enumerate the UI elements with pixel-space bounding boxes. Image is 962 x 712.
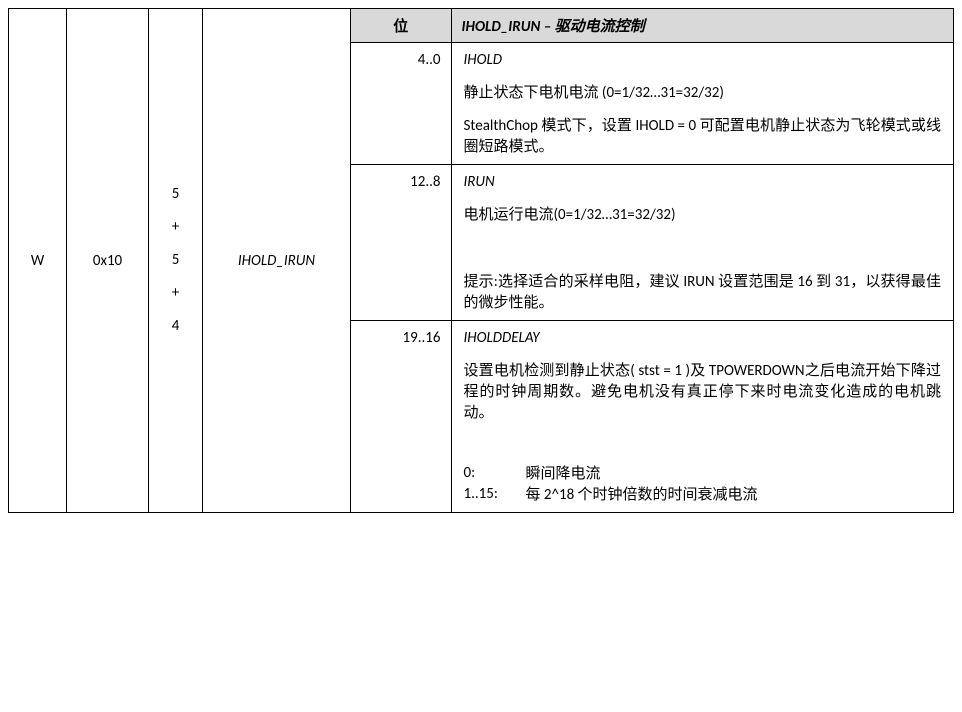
width-stack: 5 + 5 + 4 (149, 174, 202, 347)
register-table: W 0x10 5 + 5 + 4 IHOLD_IRUN 位 IHOLD_IRUN… (8, 8, 954, 513)
bit-header: 位 (351, 9, 451, 43)
width-line: 5 (149, 244, 202, 277)
cell-width: 5 + 5 + 4 (149, 9, 203, 513)
field-row: 12..8 IRUN 电机运行电流(0=1/32…31=32/32) 提示:选择… (351, 165, 953, 321)
field-bits: 19..16 (351, 321, 451, 513)
field-name: IHOLDDELAY (464, 329, 942, 347)
kv-key: 1..15: (464, 483, 526, 504)
field-desc: IHOLD 静止状态下电机电流 (0=1/32…31=32/32) Stealt… (451, 43, 953, 165)
width-line: 4 (149, 310, 202, 343)
field-desc: IRUN 电机运行电流(0=1/32…31=32/32) 提示:选择适合的采样电… (451, 165, 953, 321)
field-paragraph: StealthChop 模式下，设置 IHOLD = 0 可配置电机静止状态为飞… (464, 114, 942, 156)
field-paragraph: 设置电机检测到静止状态( stst = 1 )及 TPOWERDOWN之后电流开… (464, 359, 942, 422)
field-paragraph: 静止状态下电机电流 (0=1/32…31=32/32) (464, 81, 942, 102)
field-desc: IHOLDDELAY 设置电机检测到静止状态( stst = 1 )及 TPOW… (451, 321, 953, 513)
width-line: 5 (149, 178, 202, 211)
field-row: 19..16 IHOLDDELAY 设置电机检测到静止状态( stst = 1 … (351, 321, 953, 513)
width-line: + (149, 211, 202, 244)
field-paragraph: 电机运行电流(0=1/32…31=32/32) (464, 203, 942, 224)
field-paragraph: 提示:选择适合的采样电阻，建议 IRUN 设置范围是 16 到 31，以获得最佳… (464, 270, 942, 312)
field-name: IRUN (464, 173, 942, 191)
kv-val: 每 2^18 个时钟倍数的时间衰减电流 (526, 483, 758, 504)
field-row: 4..0 IHOLD 静止状态下电机电流 (0=1/32…31=32/32) S… (351, 43, 953, 165)
cell-name: IHOLD_IRUN (203, 9, 351, 513)
cell-inner: 位 IHOLD_IRUN – 驱动电流控制 4..0 IHOLD 静止状态下电机… (351, 9, 954, 513)
field-name: IHOLD (464, 51, 942, 69)
field-bits: 4..0 (351, 43, 451, 165)
desc-header: IHOLD_IRUN – 驱动电流控制 (451, 9, 953, 43)
cell-rw: W (9, 9, 67, 513)
kv-val: 瞬间降电流 (526, 462, 758, 483)
kv-key: 0: (464, 462, 526, 483)
width-line: + (149, 277, 202, 310)
field-bits: 12..8 (351, 165, 451, 321)
fields-table: 位 IHOLD_IRUN – 驱动电流控制 4..0 IHOLD 静止状态下电机… (351, 9, 953, 512)
key-value-table: 0: 瞬间降电流 1..15: 每 2^18 个时钟倍数的时间衰减电流 (464, 462, 758, 504)
cell-addr: 0x10 (67, 9, 149, 513)
